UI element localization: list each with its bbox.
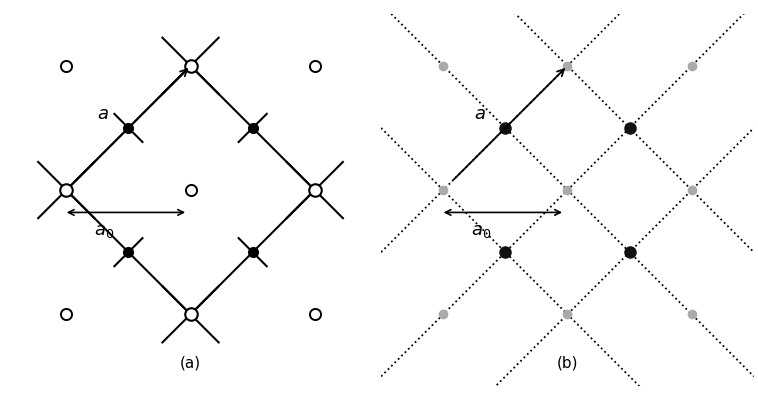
Text: (a): (a) xyxy=(180,354,201,370)
Text: $a_0$: $a_0$ xyxy=(471,221,490,239)
Text: (b): (b) xyxy=(556,354,578,370)
Text: $a$: $a$ xyxy=(97,105,109,123)
Text: $a$: $a$ xyxy=(475,105,486,123)
Text: $a_0$: $a_0$ xyxy=(94,221,114,239)
